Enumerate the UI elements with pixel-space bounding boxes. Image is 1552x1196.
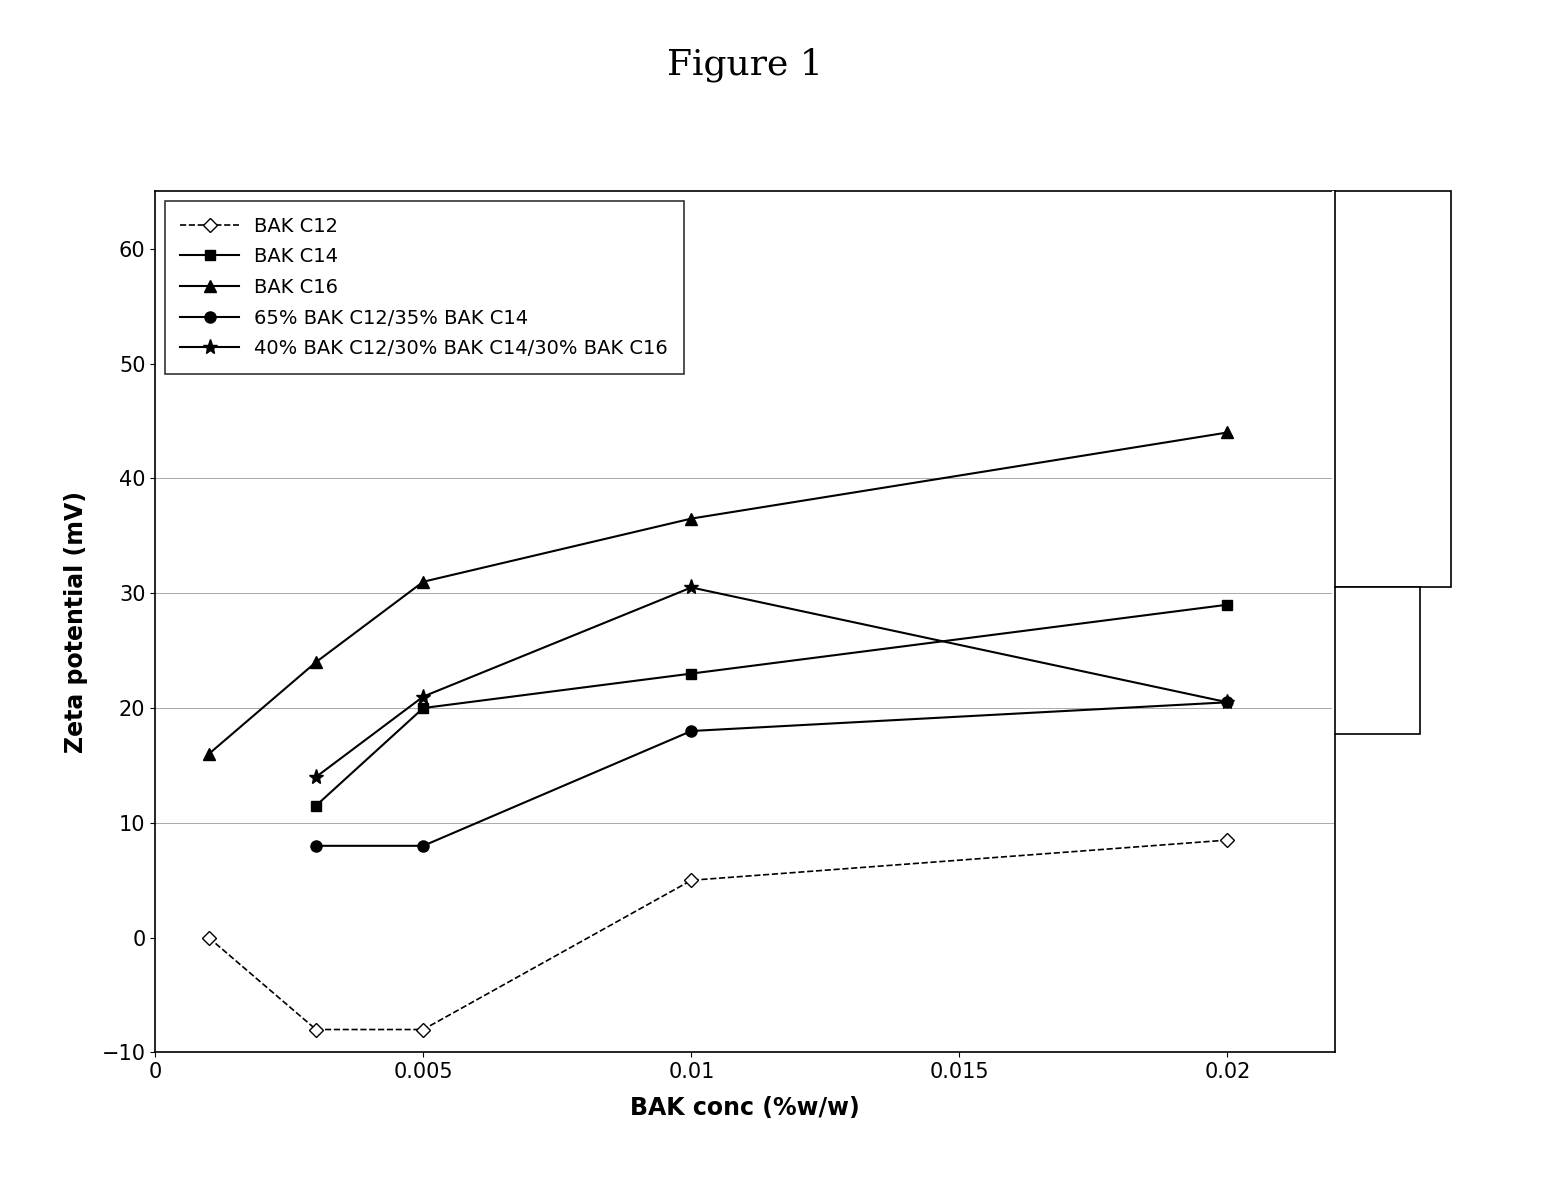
65% BAK C12/35% BAK C14 (414, 838, 433, 853)
BAK C16 (1218, 426, 1237, 440)
65% BAK C12/35% BAK C14 (307, 838, 326, 853)
BAK C12 (681, 873, 700, 887)
BAK C16 (681, 512, 700, 526)
BAK C14 (1218, 598, 1237, 612)
BAK C14 (307, 799, 326, 813)
40% BAK C12/30% BAK C14/30% BAK C16 (307, 770, 326, 785)
Line: 40% BAK C12/30% BAK C14/30% BAK C16: 40% BAK C12/30% BAK C14/30% BAK C16 (309, 580, 1235, 785)
X-axis label: BAK conc (%w/w): BAK conc (%w/w) (630, 1096, 860, 1121)
Line: BAK C12: BAK C12 (203, 835, 1232, 1035)
BAK C16 (307, 655, 326, 670)
40% BAK C12/30% BAK C14/30% BAK C16 (1218, 695, 1237, 709)
Y-axis label: Zeta potential (mV): Zeta potential (mV) (64, 490, 87, 753)
BAK C12 (200, 930, 219, 945)
Text: Figure 1: Figure 1 (667, 48, 823, 83)
40% BAK C12/30% BAK C14/30% BAK C16 (414, 689, 433, 703)
Line: BAK C14: BAK C14 (312, 600, 1232, 811)
BAK C12 (1218, 832, 1237, 847)
Line: BAK C16: BAK C16 (203, 427, 1232, 759)
Line: 65% BAK C12/35% BAK C14: 65% BAK C12/35% BAK C14 (310, 697, 1232, 852)
40% BAK C12/30% BAK C14/30% BAK C16 (681, 580, 700, 594)
BAK C14 (414, 701, 433, 715)
BAK C12 (414, 1023, 433, 1037)
BAK C14 (681, 666, 700, 681)
BAK C12 (307, 1023, 326, 1037)
65% BAK C12/35% BAK C14 (1218, 695, 1237, 709)
Legend: BAK C12, BAK C14, BAK C16, 65% BAK C12/35% BAK C14, 40% BAK C12/30% BAK C14/30% : BAK C12, BAK C14, BAK C16, 65% BAK C12/3… (165, 201, 684, 374)
BAK C16 (200, 746, 219, 761)
65% BAK C12/35% BAK C14 (681, 724, 700, 738)
BAK C16 (414, 574, 433, 588)
